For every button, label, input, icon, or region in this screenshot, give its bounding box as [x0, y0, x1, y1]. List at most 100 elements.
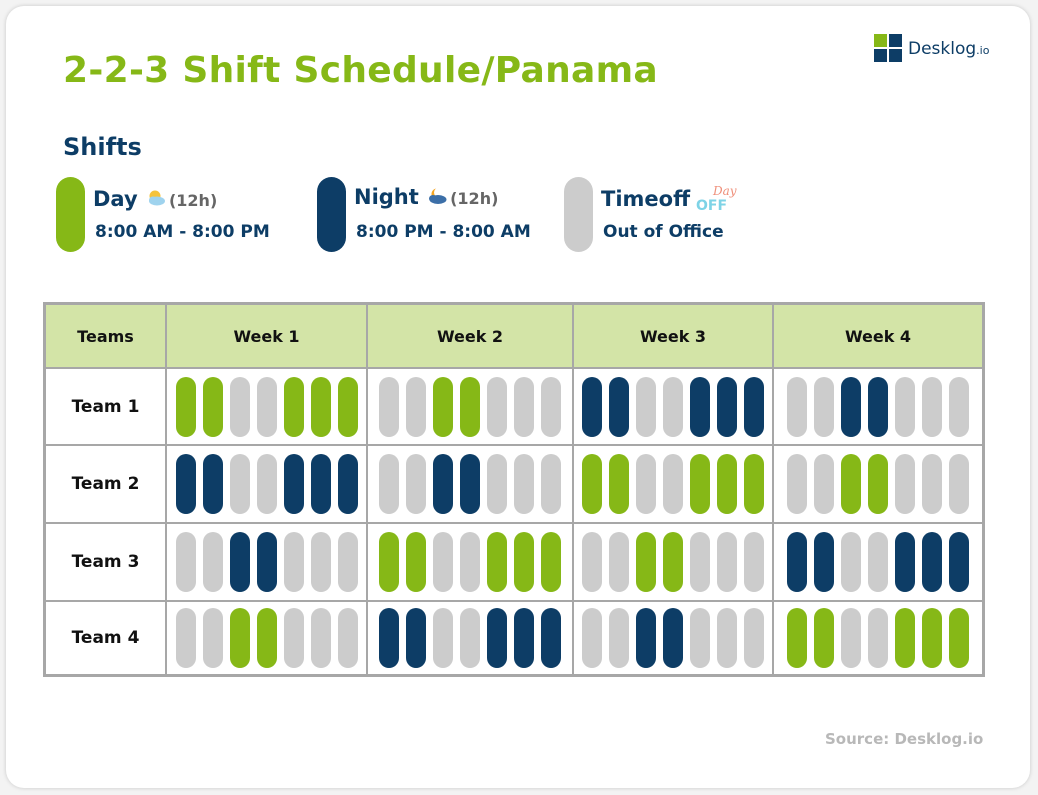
shift-bar-off	[690, 532, 710, 592]
shift-bar-off	[229, 454, 250, 514]
shift-bar-night	[514, 607, 534, 668]
week-cell	[366, 444, 574, 524]
shift-bar-night	[541, 607, 561, 668]
shift-bar-day	[663, 532, 683, 592]
shift-bar-day	[379, 532, 399, 592]
shift-bar-off	[868, 532, 888, 592]
shift-bar-off	[949, 454, 969, 514]
shift-bar-off	[636, 454, 656, 514]
week-cell	[165, 367, 368, 446]
team-label: Team 3	[43, 522, 167, 602]
shift-bar-day	[514, 532, 534, 592]
header-teams: Teams	[43, 302, 167, 369]
shift-bars	[574, 454, 772, 514]
shift-bar-off	[283, 532, 304, 592]
team-label: Team 2	[43, 444, 167, 524]
week-cell	[572, 367, 774, 446]
shift-bar-night	[487, 607, 507, 668]
shift-bar-night	[636, 607, 656, 668]
week-cell	[366, 522, 574, 602]
shift-bar-off	[744, 607, 764, 668]
legend-timeoff-sub: Out of Office	[603, 222, 724, 242]
shift-bar-day	[541, 532, 561, 592]
shift-bar-day	[337, 376, 358, 437]
table-header-row: Teams Week 1 Week 2 Week 3 Week 4	[43, 302, 985, 369]
shift-bar-day	[310, 376, 331, 437]
shift-bar-night	[841, 376, 861, 437]
table-row: Team 3	[43, 522, 985, 602]
shift-bar-off	[256, 376, 277, 437]
shift-bar-off	[717, 532, 737, 592]
shift-bar-night	[283, 454, 304, 514]
header-week-3: Week 3	[572, 302, 774, 369]
shift-bar-off	[175, 607, 196, 668]
shift-bar-off	[663, 376, 683, 437]
shift-bar-off	[636, 376, 656, 437]
team-label: Team 1	[43, 367, 167, 446]
week-cell	[572, 600, 774, 676]
shift-bar-night	[229, 532, 250, 592]
week-cell	[772, 444, 985, 524]
shift-bar-night	[337, 454, 358, 514]
shift-bar-off	[744, 532, 764, 592]
shift-bar-day	[283, 376, 304, 437]
shift-bar-night	[868, 376, 888, 437]
shift-bar-night	[663, 607, 683, 668]
shift-bar-day	[949, 607, 969, 668]
desklog-logo-mark	[874, 34, 904, 64]
shift-bar-night	[814, 532, 834, 592]
shift-bar-off	[541, 454, 561, 514]
shift-bar-off	[229, 376, 250, 437]
moon-cloud-icon	[429, 187, 447, 204]
shift-bar-off	[814, 454, 834, 514]
shift-bar-day	[175, 376, 196, 437]
shift-bar-night	[256, 532, 277, 592]
shift-bars	[167, 376, 366, 437]
shift-bar-night	[379, 607, 399, 668]
shift-bar-off	[582, 607, 602, 668]
shift-bars	[774, 607, 982, 668]
shift-bar-night	[175, 454, 196, 514]
shift-bar-day	[717, 454, 737, 514]
shift-bar-off	[406, 376, 426, 437]
shift-bar-night	[202, 454, 223, 514]
shift-bar-off	[514, 376, 534, 437]
page-title: 2-2-3 Shift Schedule/Panama	[63, 50, 659, 91]
shift-bar-off	[310, 532, 331, 592]
shift-bar-day	[690, 454, 710, 514]
schedule-table: Teams Week 1 Week 2 Week 3 Week 4 Team 1…	[43, 302, 985, 677]
shift-bar-off	[337, 607, 358, 668]
week-cell	[772, 600, 985, 676]
shift-bars	[574, 376, 772, 437]
shift-bar-night	[406, 607, 426, 668]
shift-bar-day	[582, 454, 602, 514]
shift-bar-day	[636, 532, 656, 592]
shift-bar-off	[787, 454, 807, 514]
shift-bar-off	[841, 532, 861, 592]
shift-bar-day	[256, 607, 277, 668]
shift-bars	[774, 532, 982, 592]
shift-bar-off	[895, 454, 915, 514]
timeoff-swatch	[564, 177, 593, 252]
week-cell	[772, 522, 985, 602]
shift-bar-off	[379, 454, 399, 514]
shift-bars	[368, 376, 572, 437]
week-cell	[165, 444, 368, 524]
shift-bars	[167, 454, 366, 514]
week-cell	[772, 367, 985, 446]
shift-bar-night	[460, 454, 480, 514]
shift-bar-off	[582, 532, 602, 592]
shift-bar-night	[609, 376, 629, 437]
shift-bar-off	[609, 607, 629, 668]
shift-bars	[574, 607, 772, 668]
legend-day-name: Day	[93, 187, 138, 211]
shift-bar-day	[922, 607, 942, 668]
shift-bar-off	[310, 607, 331, 668]
shift-bar-off	[433, 607, 453, 668]
legend-day-hours: 8:00 AM - 8:00 PM	[95, 222, 270, 242]
shift-bar-night	[949, 532, 969, 592]
table-row: Team 2	[43, 444, 985, 524]
shift-bar-day	[895, 607, 915, 668]
shift-bars	[774, 454, 982, 514]
day-off-icon-off: OFF	[696, 198, 728, 214]
